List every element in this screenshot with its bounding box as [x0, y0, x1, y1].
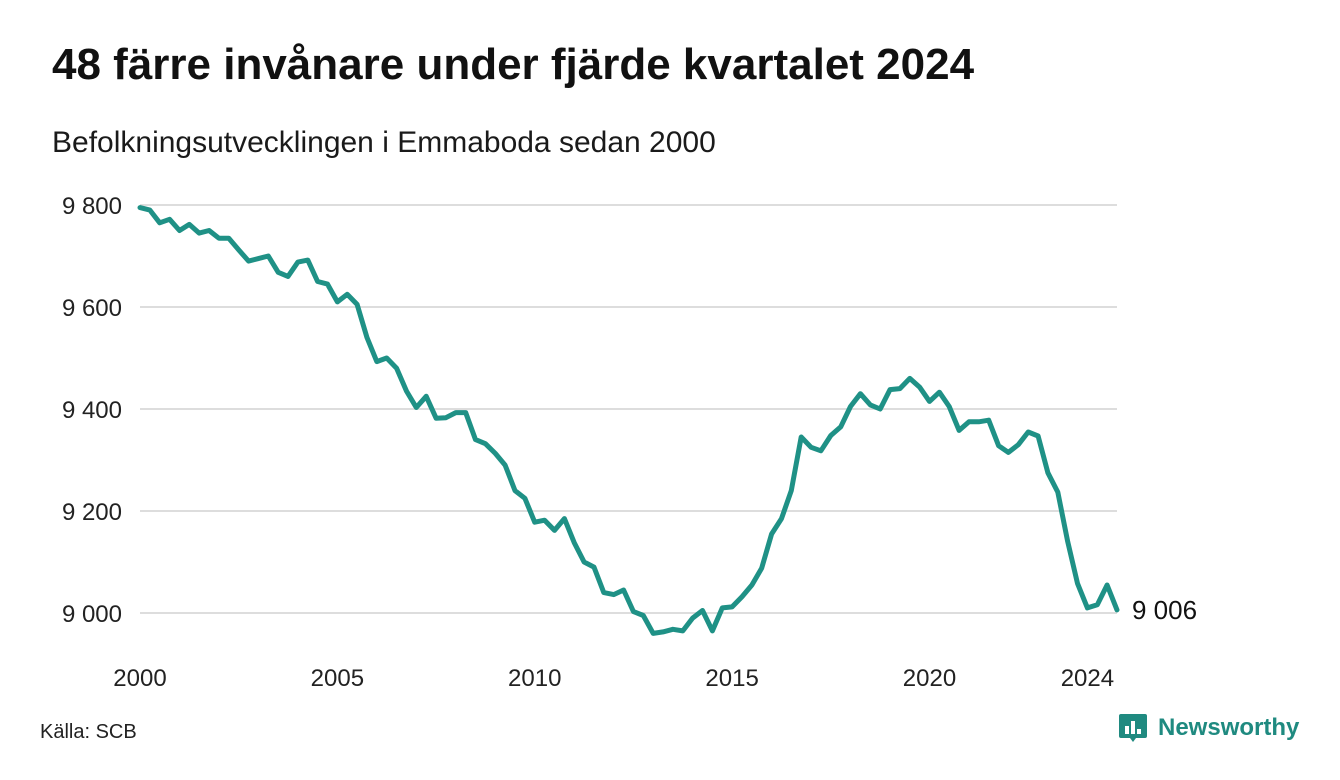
source-note: Källa: SCB [40, 721, 137, 743]
x-tick-label: 2000 [113, 665, 166, 692]
x-tick-label: 2015 [705, 665, 758, 692]
brand-name: Newsworthy [1158, 714, 1300, 741]
y-tick-label: 9 600 [62, 295, 122, 322]
brand-logo[interactable]: Newsworthy [1118, 712, 1299, 744]
x-tick-label: 2010 [508, 665, 561, 692]
newsworthy-logo-icon [1119, 714, 1147, 742]
population-line [137, 205, 1120, 636]
y-tick-label: 9 400 [62, 397, 122, 424]
x-tick-label: 2005 [311, 665, 364, 692]
y-tick-label: 9 800 [62, 193, 122, 220]
y-tick-label: 9 200 [62, 499, 122, 526]
x-tick-label: 2024 [1061, 665, 1114, 692]
x-tick-label: 2020 [903, 665, 956, 692]
y-tick-label: 9 000 [62, 601, 122, 628]
chart-title: 48 färre invånare under fjärde kvartalet… [52, 40, 975, 89]
end-value-label: 9 006 [1132, 595, 1197, 625]
chart-subtitle: Befolkningsutvecklingen i Emmaboda sedan… [52, 126, 716, 159]
